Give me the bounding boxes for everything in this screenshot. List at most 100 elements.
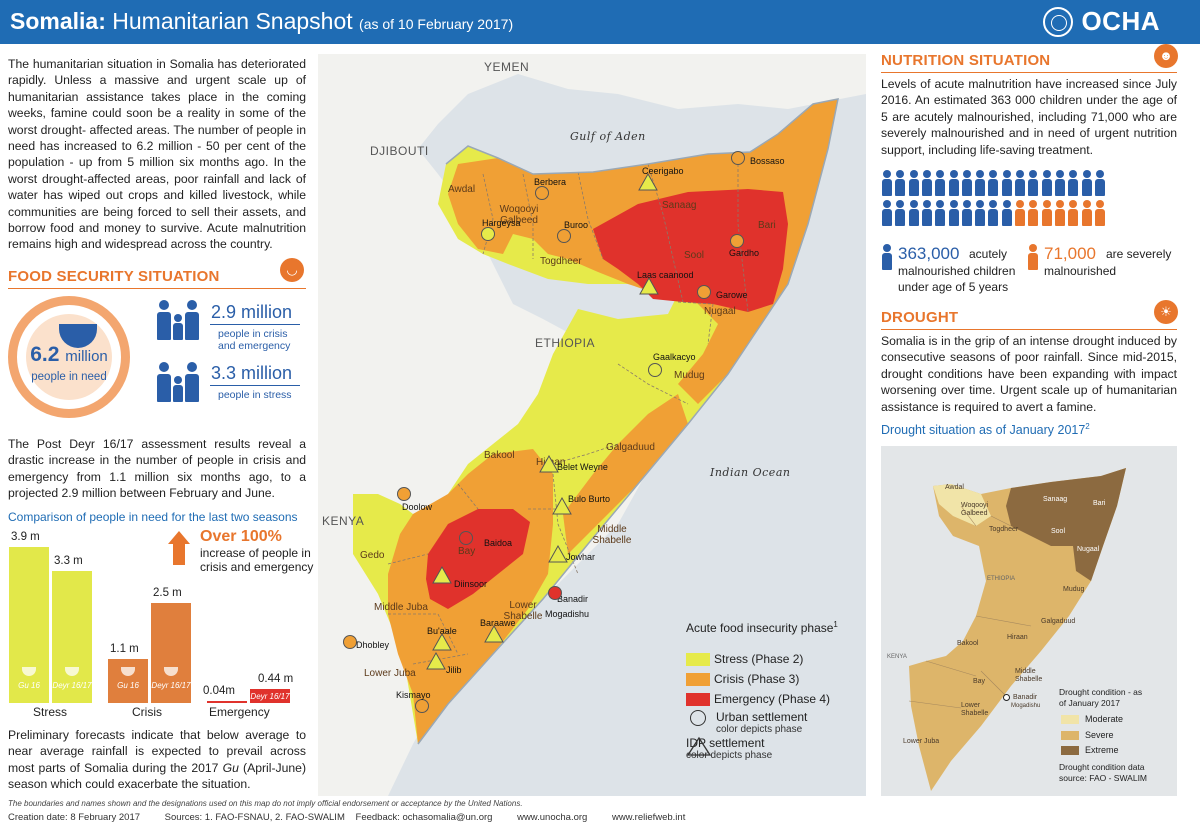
food-security-title: FOOD SECURITY SITUATION [8, 268, 220, 285]
settlement-label: Garowe [716, 290, 748, 300]
mini-region-label: Bari [1093, 500, 1106, 507]
title-date: (as of 10 February 2017) [359, 16, 514, 32]
nutrition-rule [881, 72, 1177, 73]
crisis-value: 2.9 million [211, 302, 293, 322]
child-icon [882, 170, 892, 196]
drought-subtitle-sup: 2 [1085, 422, 1090, 431]
mini-region-label: Togdheer [989, 526, 1019, 533]
bar-season-label: Deyr 16/17 [52, 681, 92, 690]
country-label: KENYA [322, 514, 365, 528]
page-title: Somalia: Humanitarian Snapshot (as of 10… [10, 8, 513, 35]
idp-triangle-icon [686, 736, 712, 756]
region-label: Togdheer [540, 256, 582, 267]
people-in-need-label: people in need [31, 371, 107, 383]
drought-extreme-area [1006, 468, 1126, 581]
ocha-logo-text: OCHA [1081, 6, 1160, 36]
people-in-need-inner [26, 314, 112, 400]
child-icon [173, 376, 183, 402]
child-icon [935, 200, 946, 226]
drought-rule [881, 329, 1177, 330]
mini-region-label: Bay [973, 678, 986, 685]
child-icon [1041, 200, 1052, 226]
title-main: Humanitarian Snapshot [112, 8, 353, 34]
forecast-paragraph: Preliminary forecasts indicate that belo… [8, 727, 306, 793]
footer-link-unocha[interactable]: www.unocha.org [517, 812, 588, 823]
region-label: Bakool [484, 450, 515, 461]
food-bowl-icon: ◡ [280, 258, 304, 282]
acute-label-3: under age of 5 years [898, 280, 1009, 294]
child-icon [961, 170, 972, 196]
settlement-label: Mogadishu [545, 609, 590, 619]
drought-legend-title-2: of January 2017 [1059, 698, 1120, 708]
header-bar: Somalia: Humanitarian Snapshot (as of 10… [0, 0, 1200, 44]
region-label: Gedo [360, 550, 385, 561]
severe-label-2: malnourished [1044, 264, 1117, 278]
region-label: Middle Juba [374, 602, 428, 613]
stress-swatch [686, 652, 710, 666]
settlement-label: Hargeysa [482, 218, 521, 228]
mini-region-label: Galgaduud [1041, 618, 1076, 625]
severe-label: Severe [1085, 730, 1114, 740]
urban-settlement-marker [731, 151, 745, 165]
drought-legend-severe: Severe [1061, 730, 1114, 740]
mini-region-label: Hiraan [1007, 634, 1028, 641]
child-icon [975, 200, 986, 226]
region-boundaries [387, 154, 749, 665]
drought-icon: ☀ [1154, 300, 1178, 324]
stress-label: people in stress [218, 389, 292, 401]
country-label: YEMEN [484, 60, 530, 74]
child-icon [1001, 170, 1012, 196]
settlement-label: Dhobley [356, 640, 390, 650]
settlement-label: Jowhar [566, 552, 596, 562]
forecast-text-1: Preliminary forecasts indicate that belo… [8, 728, 306, 775]
intro-paragraph: The humanitarian situation in Somalia ha… [8, 57, 306, 252]
urban-circle-icon [690, 710, 706, 726]
nutrition-paragraph: Levels of acute malnutrition have increa… [881, 77, 1177, 157]
bar-category-label: Emergency [209, 705, 270, 719]
child-icon [1068, 200, 1079, 226]
emergency-area-bay [426, 509, 530, 609]
sea-label: Gulf of Aden [570, 130, 646, 143]
urban-settlement-marker [535, 186, 549, 200]
region-label: Lower Shabelle [503, 600, 543, 622]
footer-link-reliefweb[interactable]: www.reliefweb.int [611, 812, 686, 823]
child-icon [921, 200, 932, 226]
adult-icon [157, 300, 171, 340]
urban-settlement-marker [648, 363, 662, 377]
severe-value: 71,000 [1044, 244, 1096, 263]
child-icon [1028, 170, 1039, 196]
drought-moderate-area [933, 484, 991, 526]
bar-value-label: 3.3 m [54, 555, 83, 567]
drought-subtitle-text: Drought situation as of January 2017 [881, 423, 1086, 438]
legend-urban: Urban settlement color depicts phase [686, 710, 807, 735]
child-icon [1015, 170, 1025, 196]
drought-source-2: source: FAO - SWALIM [1059, 773, 1148, 783]
settlement-label: Buroo [564, 220, 589, 230]
settlement-label: Gardho [729, 248, 760, 258]
map-legend: Acute food insecurity phase1 Stress (Pha… [686, 618, 851, 788]
region-label: Bay [458, 546, 476, 557]
settlement-label: Bu'aale [427, 626, 457, 636]
child-icon [921, 170, 932, 196]
footer-feedback[interactable]: Feedback: ochasomalia@un.org [355, 812, 493, 823]
legend-idp-label: IDP settlement [686, 736, 765, 750]
legend-title: Acute food insecurity phase1 [686, 618, 838, 635]
legend-crisis-label: Crisis (Phase 3) [714, 672, 800, 686]
region-label: Awdal [448, 184, 476, 195]
mini-country-label: KENYA [887, 654, 907, 660]
settlement-label: Berbera [534, 177, 567, 187]
bar-category-label: Stress [33, 705, 68, 719]
child-icon [1094, 200, 1105, 226]
legend-emergency: Emergency (Phase 4) [686, 692, 830, 706]
settlement-label: Gaalkacyo [653, 352, 696, 362]
extreme-label: Extreme [1085, 745, 1119, 755]
urban-settlement-marker [397, 487, 411, 501]
forecast-season: Gu [222, 760, 239, 775]
legend-emergency-label: Emergency (Phase 4) [714, 692, 831, 706]
increase-text-2: crisis and emergency [200, 560, 314, 574]
bar-season-label: Deyr 16/17 [250, 692, 290, 701]
food-insecurity-map: YEMEN DJIBOUTI ETHIOPIA KENYA Gulf of Ad… [318, 54, 866, 796]
mini-region-label: Bakool [957, 640, 979, 647]
adult-icon [185, 362, 199, 402]
region-label: Nugaal [704, 306, 736, 317]
